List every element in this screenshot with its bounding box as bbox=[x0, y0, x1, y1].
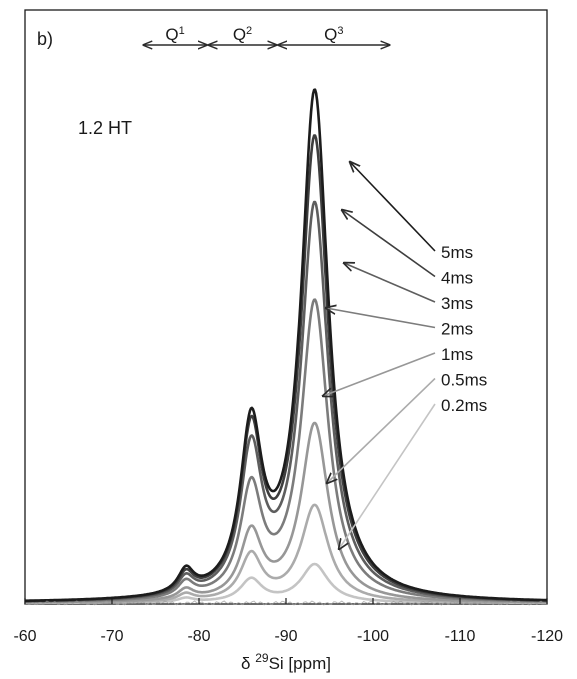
x-tick-label: -70 bbox=[100, 628, 123, 645]
panel-label: b) bbox=[37, 29, 53, 49]
spectrum-line-5ms bbox=[24, 88, 548, 602]
x-axis-label: δ 29Si [ppm] bbox=[241, 651, 331, 673]
x-axis-label-prefix: δ bbox=[241, 654, 255, 673]
sample-label: 1.2 HT bbox=[78, 118, 132, 138]
legend-arrow-3ms bbox=[344, 263, 436, 303]
legend-arrow-1ms bbox=[323, 352, 436, 396]
x-axis-label-suffix: Si [ppm] bbox=[269, 654, 331, 673]
region-label: Q1 bbox=[165, 25, 184, 44]
x-tick-label: -110 bbox=[445, 628, 476, 645]
legend-arrow-4ms bbox=[342, 210, 436, 278]
region-label: Q2 bbox=[233, 25, 252, 44]
plot-frame bbox=[24, 9, 548, 605]
legend-label-1ms: 1ms bbox=[441, 345, 473, 364]
x-axis-ticks bbox=[24, 598, 548, 604]
legend-arrow-5ms bbox=[350, 162, 436, 252]
x-tick-label: -80 bbox=[187, 628, 210, 645]
legend-label-0.2ms: 0.2ms bbox=[441, 396, 487, 415]
x-tick-label: -120 bbox=[531, 628, 563, 645]
region-label: Q3 bbox=[324, 25, 343, 44]
legend-arrow-0.5ms bbox=[327, 377, 436, 484]
x-tick-label: -60 bbox=[13, 628, 36, 645]
x-axis-label-isotope: 29 bbox=[255, 651, 269, 665]
legend-label-2ms: 2ms bbox=[441, 320, 473, 339]
x-tick-label: -90 bbox=[274, 628, 297, 645]
legend-label-3ms: 3ms bbox=[441, 294, 473, 313]
legend-arrow-0.2ms bbox=[339, 403, 436, 549]
legend-label-4ms: 4ms bbox=[441, 269, 473, 288]
x-axis-tick-labels: -60 -70 -80 -90 -100 -110 -120 bbox=[13, 628, 563, 645]
x-tick-label: -100 bbox=[357, 628, 389, 645]
legend-label-0.5ms: 0.5ms bbox=[441, 371, 487, 390]
q-region-markers: Q1 Q2 Q3 bbox=[143, 25, 389, 45]
legend: 5ms 4ms 3ms 2ms 1ms 0.5ms 0.2ms bbox=[323, 162, 487, 549]
legend-arrow-2ms bbox=[326, 308, 436, 329]
legend-label-5ms: 5ms bbox=[441, 243, 473, 262]
